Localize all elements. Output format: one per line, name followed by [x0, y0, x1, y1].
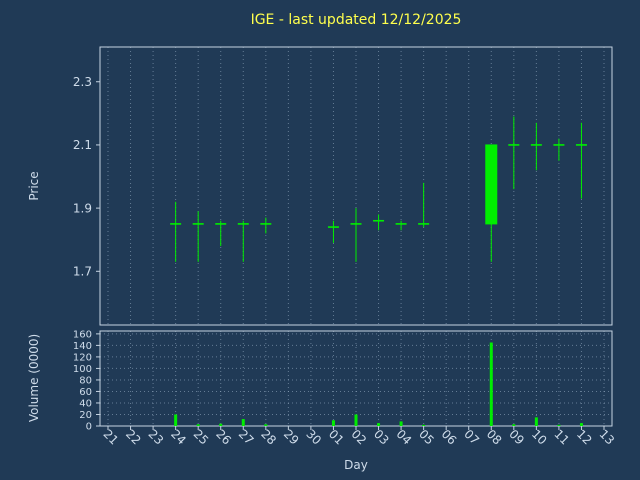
- candle: [260, 217, 272, 234]
- price-tick-label: 1.9: [73, 201, 92, 215]
- volume-bar: [354, 414, 358, 426]
- volume-tick-label: 80: [79, 375, 92, 386]
- volume-tick-label: 140: [73, 341, 92, 352]
- price-tick-label: 2.3: [73, 75, 92, 89]
- candle: [327, 220, 339, 243]
- volume-tick-label: 100: [73, 364, 92, 375]
- candle: [215, 220, 227, 247]
- candle: [237, 220, 249, 262]
- volume-bar: [489, 342, 493, 426]
- volume-tick-label: 40: [79, 398, 92, 409]
- plot-border: [99, 46, 613, 326]
- candle: [395, 220, 407, 231]
- volume-bar: [557, 424, 561, 426]
- price-tick-label: 2.1: [73, 138, 92, 152]
- volume-bar: [377, 423, 381, 426]
- volume-tick-label: 20: [79, 410, 92, 421]
- volume-bar: [331, 420, 335, 426]
- volume-tick-label: 60: [79, 387, 92, 398]
- volume-tick-label: 160: [73, 329, 92, 340]
- volume-bar: [174, 414, 178, 426]
- volume-tick-label: 120: [73, 352, 92, 363]
- candle: [418, 182, 430, 228]
- volume-bar: [219, 423, 223, 426]
- volume-bar: [422, 424, 426, 426]
- volume-bar: [534, 417, 538, 426]
- price-tick-label: 1.7: [73, 264, 92, 278]
- candle: [553, 138, 565, 161]
- volume-tick-label: 0: [86, 422, 92, 433]
- candle: [170, 201, 182, 262]
- candle: [192, 211, 204, 262]
- volume-bar: [512, 424, 516, 426]
- candle: [350, 208, 362, 262]
- volume-bar: [196, 424, 200, 426]
- volume-bar: [579, 423, 583, 426]
- volume-bar: [241, 419, 245, 426]
- candle: [508, 116, 520, 190]
- candle: [575, 122, 587, 199]
- candle: [530, 122, 542, 171]
- volume-bar: [399, 421, 403, 426]
- candle: [373, 214, 385, 231]
- candle: [485, 144, 498, 262]
- volume-bar: [264, 424, 268, 426]
